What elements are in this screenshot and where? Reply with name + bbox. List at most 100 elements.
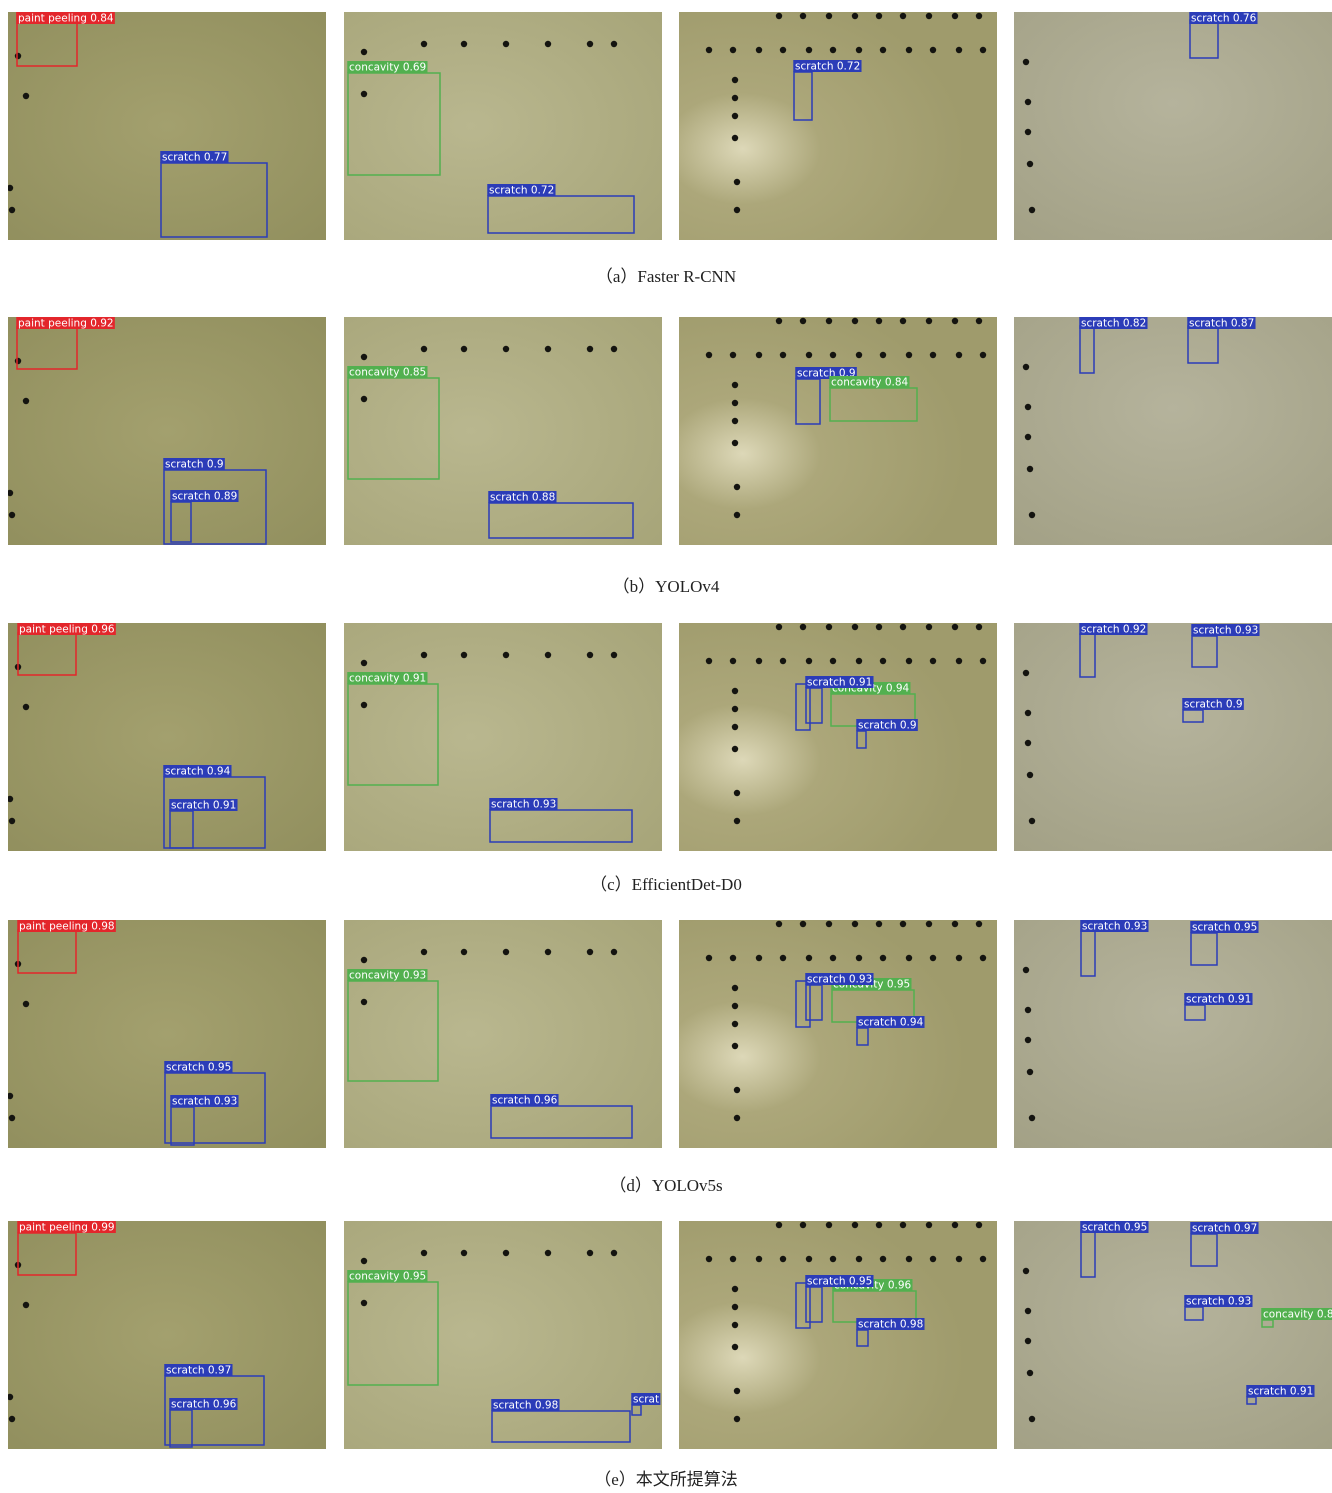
rivet [1027,161,1033,167]
rivet [826,318,832,324]
photo-background [1014,1221,1332,1449]
rivet [880,658,886,664]
rivet [926,624,932,630]
rivet [732,1043,738,1049]
rivet [503,949,509,955]
rivet [952,1222,958,1228]
rivet [9,1416,15,1422]
rivet [976,13,982,19]
rivet [734,1388,740,1394]
photo-background [679,1221,997,1449]
rivet [1027,466,1033,472]
photo-background [8,623,326,851]
photo-background [8,12,326,240]
detection-label: scratch 0.98 [858,1319,923,1331]
rivet [9,1115,15,1121]
detection-label: scratch 0.97 [166,1365,231,1377]
rivet [361,660,367,666]
rivet [732,706,738,712]
rivet [806,352,812,358]
detection-label: scratch 0.95 [807,1276,872,1288]
rivet [503,41,509,47]
rivet [503,652,509,658]
rivet [732,1286,738,1292]
rivet [611,949,617,955]
rivet [23,93,29,99]
rivet [1023,59,1029,65]
rivet [421,949,427,955]
detection-label: scratch 0.93 [1082,921,1147,933]
detection-label: scratch 0.87 [1189,318,1254,330]
rivet [587,1250,593,1256]
photo-background [1014,317,1332,545]
detection-label: scratch 0.93 [172,1096,237,1108]
rivet [876,1222,882,1228]
rivet [461,41,467,47]
rivet [706,955,712,961]
rivet [706,352,712,358]
rivet [952,624,958,630]
rivet [9,818,15,824]
rivet [23,1001,29,1007]
detection-label: scratch 0.96 [171,1399,237,1411]
rivet [587,41,593,47]
rivet [545,1250,551,1256]
rivet [852,921,858,927]
rivet [461,652,467,658]
rivet [856,1256,862,1262]
detection-label: scratch 0.91 [1186,994,1251,1006]
rivet [780,47,786,53]
rivet [23,704,29,710]
rivet [956,955,962,961]
rivet [361,1300,367,1306]
detection-label: scratch 0.82 [1081,318,1146,330]
rivet [9,207,15,213]
rivet [421,41,427,47]
rivet [806,47,812,53]
rivet [780,1256,786,1262]
rivet [900,13,906,19]
detection-label: scratch 0.94 [165,766,231,778]
rivet [611,346,617,352]
detection-label: scratch 0.93 [1186,1296,1251,1308]
rivet [421,346,427,352]
rivet [361,1258,367,1264]
rivet [906,658,912,664]
rivet [734,818,740,824]
figure: paint peeling 0.84scratch 0.77concavity … [0,0,1332,1493]
rivet [880,1256,886,1262]
rivet [732,688,738,694]
rivet [732,1304,738,1310]
rivet [880,47,886,53]
photo-panel: paint peeling 0.98scratch 0.95scratch 0.… [7,920,326,1148]
rivet [826,921,832,927]
photo-background [679,317,997,545]
rivet [826,624,832,630]
rivet [1025,1037,1031,1043]
rivet [900,318,906,324]
detection-label: scratch 0.89 [172,491,237,503]
rivet [800,921,806,927]
rivet [900,1222,906,1228]
rivet [706,47,712,53]
rivet [611,41,617,47]
rivet [980,1256,986,1262]
panel-caption: （c）EfficientDet-D0 [590,875,742,894]
rivet [852,318,858,324]
rivet [461,1250,467,1256]
rivet [1029,818,1035,824]
rivet [7,185,13,191]
rivet [732,1021,738,1027]
rivet [906,955,912,961]
rivet [361,702,367,708]
rivet [1023,364,1029,370]
rivet [23,398,29,404]
detection-label: paint peeling 0.98 [19,921,115,933]
rivet [732,382,738,388]
rivet [956,1256,962,1262]
rivet [800,624,806,630]
rivet [830,1256,836,1262]
rivet [1023,1268,1029,1274]
rivet [730,352,736,358]
detection-label: scratch 0.9 [1184,699,1243,711]
